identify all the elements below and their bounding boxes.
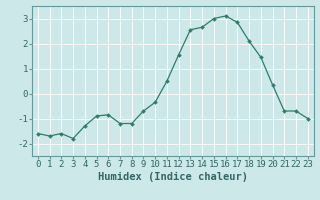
X-axis label: Humidex (Indice chaleur): Humidex (Indice chaleur) [98,172,248,182]
